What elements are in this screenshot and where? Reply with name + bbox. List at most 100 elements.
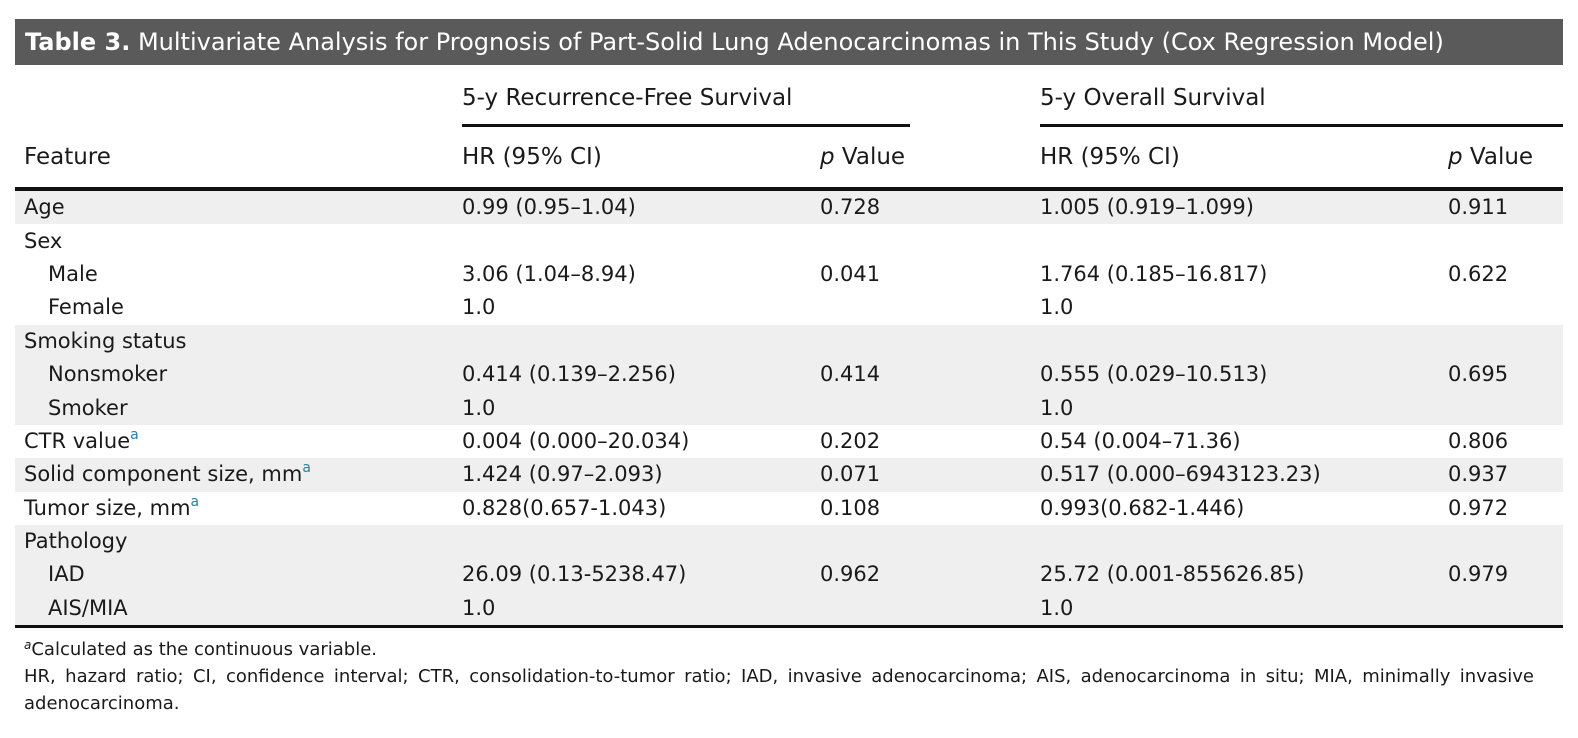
- rfs-p-cell: [811, 524, 1031, 559]
- table-body: Age 0.99 (0.95–1.04) 0.728 1.005 (0.919–1.0…: [15, 189, 1563, 629]
- p-italic: p: [1448, 144, 1463, 170]
- table-row: Smoker 1.0 1.0: [15, 391, 1563, 425]
- os-p-cell: [1439, 291, 1563, 324]
- os-p-cell: 0.979: [1439, 558, 1563, 592]
- table-title-bar: Table 3. Multivariate Analysis for Progn…: [15, 19, 1563, 65]
- os-hr-cell: 25.72 (0.001-855626.85): [1031, 558, 1439, 592]
- row-label: Tumor size, mma: [15, 492, 453, 525]
- row-label-text: AIS/MIA: [48, 595, 128, 620]
- row-label: IAD: [15, 558, 453, 592]
- table-row: Solid component size, mma 1.424 (0.97–2.0…: [15, 458, 1563, 492]
- row-label: CTR valuea: [15, 425, 453, 458]
- rfs-p-cell: 0.202: [820, 428, 881, 453]
- rfs-p-cell: 0.108: [820, 495, 881, 520]
- group-header-row: 5-y Recurrence-Free Survival 5-y Overall…: [15, 65, 1563, 127]
- table-container: Table 3. Multivariate Analysis for Progn…: [15, 19, 1563, 717]
- rfs-p-cell: [811, 324, 1031, 358]
- os-hr-cell: [1031, 324, 1439, 358]
- row-label: Nonsmoker: [15, 357, 453, 392]
- table-row: Nonsmoker 0.414 (0.139–2.256) 0.414 0.555 (…: [15, 357, 1563, 392]
- footnote-a: aCalculated as the continuous variable.: [24, 636, 1534, 663]
- row-label: Sex: [15, 224, 453, 257]
- rfs-p-cell: 0.962: [811, 558, 1031, 592]
- rfs-hr-cell: 0.828(0.657-1.043): [462, 495, 667, 520]
- os-hr-cell: 1.764 (0.185–16.817): [1040, 261, 1268, 286]
- footnote-marker: a: [190, 493, 200, 510]
- os-p-cell: 0.622: [1448, 261, 1509, 286]
- rfs-p-cell: 0.414: [811, 357, 1031, 392]
- row-label-text: Male: [48, 261, 98, 286]
- row-label-text: Solid component size, mm: [24, 462, 303, 487]
- row-label-text: Female: [48, 295, 124, 320]
- footnote-marker: a: [302, 460, 311, 477]
- row-label: Solid component size, mma: [15, 458, 453, 492]
- p-italic: p: [820, 144, 835, 170]
- table-number: Table 3.: [25, 28, 131, 56]
- footnote-marker: a: [130, 426, 139, 443]
- os-p-cell: [1439, 224, 1563, 257]
- p-value-label: Value: [1462, 144, 1534, 170]
- rfs-p-cell: 0.041: [820, 261, 881, 286]
- table-row: Female 1.0 1.0: [15, 291, 1563, 324]
- row-label-text: Sex: [24, 228, 63, 253]
- os-p-cell: 0.806: [1448, 428, 1509, 453]
- table-row: Male 3.06 (1.04–8.94) 0.041 1.764 (0.185–16…: [15, 258, 1563, 291]
- rfs-p-cell: [811, 224, 1031, 257]
- os-hr-cell: 0.54 (0.004–71.36): [1040, 428, 1241, 453]
- row-label-text: Smoking status: [24, 328, 187, 353]
- footnote-abbreviations: HR, hazard ratio; CI, confidence interva…: [24, 666, 1534, 715]
- os-p-cell: [1439, 391, 1563, 425]
- table-row: Smoking status: [15, 324, 1563, 358]
- os-hr-cell: 0.555 (0.029–10.513): [1031, 357, 1439, 392]
- os-hr-cell: 1.0: [1031, 391, 1439, 425]
- rfs-p-cell: 0.728: [811, 189, 1031, 225]
- row-label-text: Tumor size, mm: [24, 495, 191, 520]
- rfs-hr-cell: 1.0: [453, 591, 811, 629]
- row-label-text: Pathology: [24, 529, 128, 554]
- rfs-hr-cell: 1.0: [453, 391, 811, 425]
- table-row: IAD 26.09 (0.13-5238.47) 0.962 25.72 (0.001…: [15, 558, 1563, 592]
- table-row: Age 0.99 (0.95–1.04) 0.728 1.005 (0.919–1.0…: [15, 189, 1563, 225]
- rfs-hr-cell: 3.06 (1.04–8.94): [462, 261, 636, 286]
- rfs-p-cell: [811, 391, 1031, 425]
- os-p-cell: 0.911: [1439, 189, 1563, 225]
- col-header-feature: Feature: [15, 127, 453, 191]
- row-label-text: Nonsmoker: [48, 362, 168, 387]
- row-label-text: Age: [24, 195, 65, 220]
- col-header-os-hr: HR (95% CI): [1031, 127, 1439, 191]
- table-footnotes: aCalculated as the continuous variable. …: [15, 628, 1543, 717]
- rfs-hr-cell: [453, 524, 811, 559]
- table-row: AIS/MIA 1.0 1.0: [15, 591, 1563, 629]
- rfs-hr-cell: [453, 324, 811, 358]
- os-hr-cell: 1.0: [1031, 591, 1439, 629]
- row-label: Smoker: [15, 391, 453, 425]
- rfs-hr-cell: 1.0: [462, 295, 496, 320]
- p-value-label: Value: [834, 144, 906, 170]
- os-p-cell: 0.937: [1439, 458, 1563, 492]
- rfs-hr-cell: 1.424 (0.97–2.093): [453, 458, 811, 492]
- os-p-cell: 0.972: [1448, 495, 1509, 520]
- os-p-cell: [1439, 524, 1563, 559]
- row-label: Female: [15, 291, 453, 324]
- row-label: Male: [15, 258, 453, 291]
- os-hr-cell: 1.0: [1040, 295, 1074, 320]
- rfs-hr-cell: 26.09 (0.13-5238.47): [453, 558, 811, 592]
- rfs-p-cell: [811, 291, 1031, 324]
- row-label: AIS/MIA: [15, 591, 453, 629]
- os-hr-cell: 0.517 (0.000–6943123.23): [1031, 458, 1439, 492]
- os-p-cell: [1439, 591, 1563, 629]
- footnote-a-text: Calculated as the continuous variable.: [31, 639, 378, 661]
- rfs-hr-cell: 0.414 (0.139–2.256): [453, 357, 811, 392]
- row-label: Age: [15, 189, 453, 225]
- table-row: CTR valuea 0.004 (0.000–20.034) 0.202 0.54 …: [15, 425, 1563, 458]
- col-header-rfs-p: p Value: [811, 127, 1031, 191]
- rfs-hr-cell: 0.99 (0.95–1.04): [453, 189, 811, 225]
- os-p-cell: [1439, 324, 1563, 358]
- multivariate-table: 5-y Recurrence-Free Survival 5-y Overall…: [15, 65, 1563, 629]
- rfs-hr-cell: 0.004 (0.000–20.034): [462, 428, 690, 453]
- table-title: Multivariate Analysis for Prognosis of P…: [130, 28, 1444, 56]
- row-label-text: CTR value: [24, 428, 131, 453]
- col-header-os-p: p Value: [1439, 127, 1563, 191]
- table-row: Sex: [15, 224, 1563, 257]
- col-header-rfs-hr: HR (95% CI): [453, 127, 811, 191]
